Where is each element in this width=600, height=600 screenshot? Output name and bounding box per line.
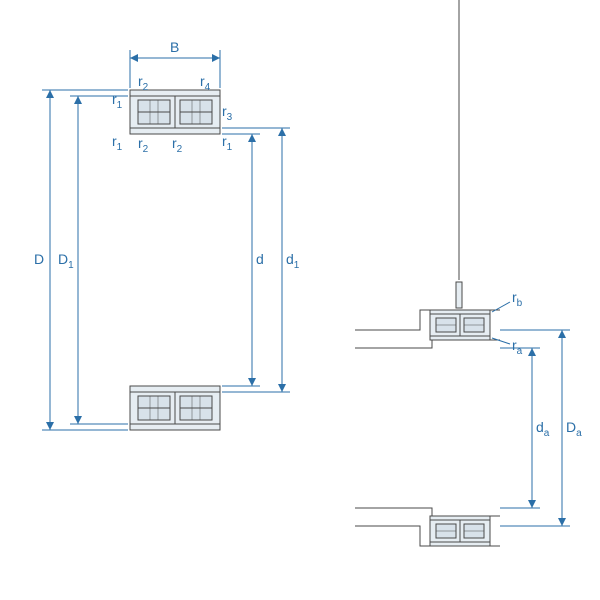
left-bearing-view: B D D1 d bbox=[34, 39, 300, 430]
label-D: D bbox=[34, 251, 44, 267]
label-rb: rb bbox=[512, 289, 523, 309]
label-B: B bbox=[170, 39, 179, 55]
dim-da: da bbox=[500, 348, 550, 508]
label-rb-group: rb bbox=[492, 289, 523, 312]
right-mounting-view: rb ra da Da bbox=[355, 0, 582, 546]
label-D1: D1 bbox=[58, 251, 74, 271]
label-d: d bbox=[256, 251, 264, 267]
label-ra: ra bbox=[512, 337, 523, 357]
right-bottom-bearing bbox=[430, 516, 490, 546]
label-r1-upper: r1 bbox=[112, 91, 123, 111]
label-r1-br: r1 bbox=[222, 133, 233, 153]
right-top-bearing bbox=[430, 310, 490, 340]
label-ra-group: ra bbox=[492, 337, 523, 357]
label-r2-bl: r2 bbox=[138, 135, 149, 155]
label-Da: Da bbox=[566, 419, 582, 439]
label-r2-bc: r2 bbox=[172, 135, 183, 155]
label-da: da bbox=[536, 419, 550, 439]
label-r3: r3 bbox=[222, 103, 233, 123]
bottom-bearing-section bbox=[130, 386, 220, 430]
bearing-diagram: B D D1 d bbox=[0, 0, 600, 600]
label-d1: d1 bbox=[286, 251, 300, 271]
housing-shaft-outline bbox=[355, 0, 500, 546]
dim-d: d bbox=[222, 134, 264, 386]
label-r1-lower: r1 bbox=[112, 133, 123, 153]
top-bearing-section bbox=[130, 90, 220, 134]
dim-B: B bbox=[130, 39, 220, 88]
